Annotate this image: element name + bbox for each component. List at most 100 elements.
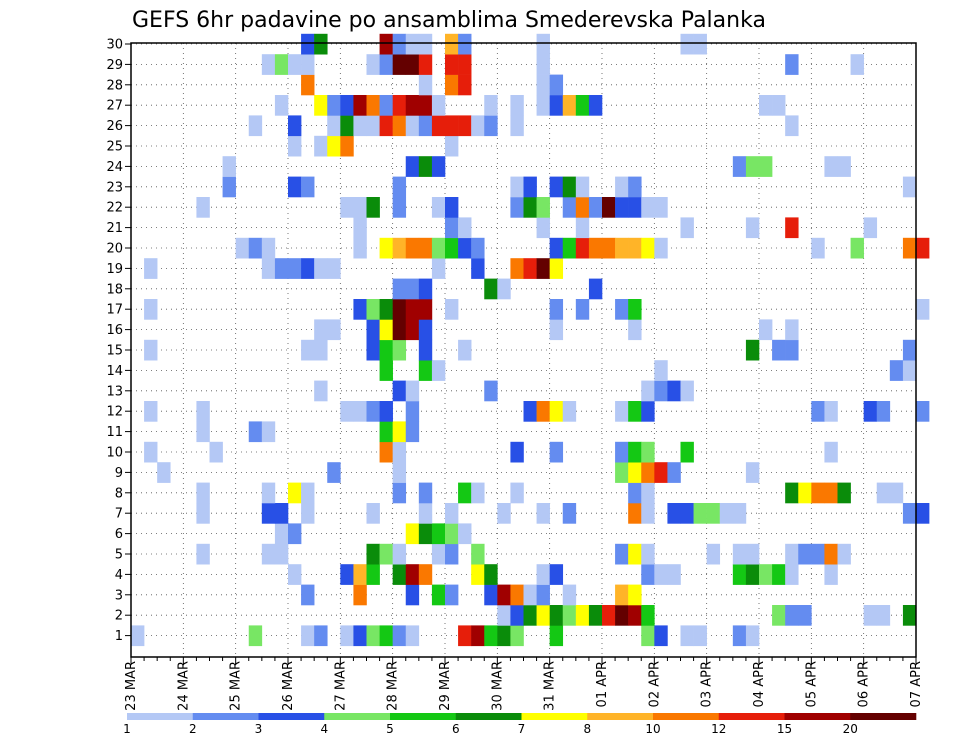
heatmap-cell <box>327 319 341 341</box>
heatmap-cell <box>288 482 302 504</box>
heatmap-cell <box>392 299 407 320</box>
heatmap-cell <box>405 625 420 647</box>
heatmap-cell <box>261 503 276 524</box>
heatmap-cell <box>144 299 158 320</box>
heatmap-cell <box>902 339 917 361</box>
heatmap-cell <box>588 237 603 259</box>
chart-title: GEFS 6hr padavine po ansamblima Smederev… <box>132 8 766 33</box>
x-tick-label: 23 MAR <box>124 661 139 711</box>
heatmap-cell <box>418 54 433 75</box>
heatmap-cell <box>274 258 289 279</box>
heatmap-cell <box>628 319 642 341</box>
heatmap-cell <box>196 543 210 565</box>
heatmap-cell <box>902 237 917 259</box>
heatmap-cell <box>340 625 354 647</box>
colorbar: 1 2 3 4 5 6 7 8 10 12 15 20 <box>123 713 917 736</box>
heatmap-cell <box>549 625 564 647</box>
heatmap-cell <box>785 54 799 75</box>
heatmap-cell <box>562 503 577 524</box>
heatmap-cell <box>732 503 747 524</box>
heatmap-cell <box>445 503 459 524</box>
heatmap-cell <box>274 543 289 565</box>
heatmap-cell <box>405 33 420 55</box>
heatmap-cell <box>458 217 472 239</box>
heatmap-cell <box>418 278 433 300</box>
heatmap-cell <box>759 156 773 177</box>
heatmap-cell <box>641 441 655 463</box>
heatmap-cell <box>314 33 328 55</box>
heatmap-cell <box>405 319 420 341</box>
heatmap-cell <box>340 135 354 157</box>
heatmap-cell <box>916 503 930 524</box>
heatmap-cell <box>549 319 564 341</box>
colorbar-segment <box>192 713 259 720</box>
heatmap-cell <box>353 115 367 137</box>
heatmap-cell <box>458 115 472 137</box>
heatmap-cell <box>497 584 511 606</box>
heatmap-cell <box>667 503 681 524</box>
heatmap-cell <box>680 441 694 463</box>
x-tick-label: 06 APR <box>857 661 872 707</box>
heatmap-cell <box>575 197 590 218</box>
heatmap-cell <box>445 115 459 137</box>
heatmap-cell <box>824 543 838 565</box>
heatmap-cell <box>405 401 420 422</box>
heatmap-cell <box>549 237 564 259</box>
heatmap-cell <box>366 54 380 75</box>
heatmap-cell <box>392 95 407 116</box>
heatmap-cell <box>418 95 433 116</box>
heatmap-cell <box>366 319 380 341</box>
heatmap-cell <box>366 299 380 320</box>
heatmap-cell <box>641 197 655 218</box>
heatmap-cell <box>837 482 851 504</box>
colorbar-segment <box>390 713 457 720</box>
heatmap-cell <box>588 605 603 626</box>
heatmap-cell <box>536 401 550 422</box>
heatmap-cell <box>628 503 642 524</box>
heatmap-cell <box>641 543 655 565</box>
heatmap-cell <box>314 135 328 157</box>
heatmap-cell <box>902 503 917 524</box>
heatmap-cell <box>654 237 668 259</box>
colorbar-segment <box>258 713 325 720</box>
heatmap-cell <box>641 605 655 626</box>
heatmap-cell <box>366 95 380 116</box>
heatmap-cell <box>288 135 302 157</box>
heatmap-cell <box>301 584 315 606</box>
heatmap-cell <box>131 625 145 647</box>
heatmap-cell <box>549 258 564 279</box>
heatmap-cell <box>196 503 210 524</box>
heatmap-cell <box>392 564 407 585</box>
heatmap-cell <box>418 115 433 137</box>
heatmap-cell <box>222 156 236 177</box>
heatmap-cell <box>431 360 446 381</box>
heatmap-cell <box>379 115 393 137</box>
heatmap-cell <box>837 156 851 177</box>
heatmap-cell <box>615 237 629 259</box>
heatmap-cell <box>575 176 590 198</box>
heatmap-cell <box>575 217 590 239</box>
colorbar-label: 4 <box>320 722 328 736</box>
heatmap-cell <box>314 95 328 116</box>
heatmap-cell <box>418 319 433 341</box>
heatmap-cell <box>405 421 420 443</box>
x-tick-label: 25 MAR <box>229 661 244 711</box>
heatmap-cell <box>340 115 354 137</box>
colorbar-label: 12 <box>711 722 726 736</box>
heatmap-cell <box>379 339 393 361</box>
heatmap-cell <box>510 95 524 116</box>
y-tick-label: 26 <box>106 119 123 134</box>
heatmap-cell <box>327 95 341 116</box>
heatmap-cell <box>863 401 878 422</box>
heatmap-cell <box>445 523 459 545</box>
heatmap-cell <box>471 564 485 585</box>
heatmap-cell <box>392 54 407 75</box>
heatmap-cell <box>431 258 446 279</box>
heatmap-cell <box>458 339 472 361</box>
heatmap-cell <box>916 237 930 259</box>
heatmap-cell <box>588 95 603 116</box>
heatmap-cell <box>562 605 577 626</box>
colorbar-label: 2 <box>189 722 197 736</box>
heatmap-cell <box>562 584 577 606</box>
heatmap-cell <box>288 523 302 545</box>
